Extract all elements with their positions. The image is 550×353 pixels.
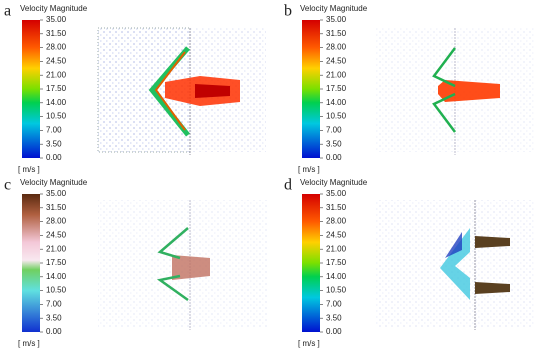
colorbar-tick-label: 21.00 [46, 70, 67, 79]
colorbar-unit: [ m/s ] [298, 165, 320, 174]
panel: a Velocity Magnitude 35.00 31.50 28.00 24.50 2… [4, 3, 88, 174]
colorbar-tick-label: 0.00 [326, 327, 342, 336]
colorbar-tick-label: 10.50 [46, 286, 67, 295]
panel-label: b [284, 3, 292, 20]
colorbar-tick-label: 7.00 [326, 126, 342, 135]
colorbar-tick-label: 3.50 [46, 139, 62, 148]
panel: d Velocity Magnitude 35.00 31.50 28.00 24.50 2… [284, 177, 368, 348]
colorbar-tick-label: 17.50 [326, 84, 347, 93]
colorbar-tick-label: 28.00 [46, 43, 67, 52]
colorbar-title: Velocity Magnitude [20, 4, 88, 13]
colorbar-tick-label: 35.00 [326, 189, 347, 198]
colorbar-tick-label: 24.50 [46, 57, 67, 66]
colorbar-tick-label: 31.50 [46, 203, 67, 212]
colorbar-tick-label: 10.50 [326, 286, 347, 295]
panel-label: a [4, 3, 11, 20]
colorbar-tick-label: 21.00 [46, 244, 67, 253]
colorbar-tick-label: 28.00 [46, 217, 67, 226]
colorbar-title: Velocity Magnitude [300, 178, 368, 187]
colorbar-tick-label: 17.50 [46, 84, 67, 93]
colorbar-title: Velocity Magnitude [300, 4, 368, 13]
flow-field [97, 27, 266, 155]
colorbar-tick-label: 35.00 [46, 15, 67, 24]
colorbar [22, 20, 40, 158]
colorbar-tick-label: 10.50 [46, 112, 67, 121]
colorbar-tick-label: 31.50 [46, 29, 67, 38]
colorbar-tick-label: 28.00 [326, 217, 347, 226]
colorbar-tick-label: 28.00 [326, 43, 347, 52]
colorbar-tick-label: 14.00 [46, 98, 67, 107]
colorbar-tick-label: 0.00 [46, 153, 62, 162]
colorbar-tick-label: 7.00 [46, 126, 62, 135]
colorbar-tick-label: 14.00 [326, 272, 347, 281]
colorbar-tick-label: 35.00 [46, 189, 67, 198]
colorbar-tick-label: 24.50 [326, 57, 347, 66]
colorbar-tick-label: 3.50 [326, 139, 342, 148]
colorbar-tick-label: 0.00 [46, 327, 62, 336]
colorbar-tick-label: 31.50 [326, 203, 347, 212]
colorbar-tick-label: 14.00 [326, 98, 347, 107]
colorbar [302, 194, 320, 332]
colorbar-title: Velocity Magnitude [20, 178, 88, 187]
colorbar [302, 20, 320, 158]
colorbar-tick-label: 14.00 [46, 272, 67, 281]
colorbar-tick-label: 3.50 [326, 313, 342, 322]
flow-field [375, 200, 535, 330]
colorbar-tick-label: 7.00 [46, 300, 62, 309]
colorbar-tick-label: 21.00 [326, 70, 347, 79]
colorbar-tick-label: 7.00 [326, 300, 342, 309]
colorbar-tick-label: 24.50 [326, 231, 347, 240]
panel: b Velocity Magnitude 35.00 31.50 28.00 24.50 2… [284, 3, 368, 174]
panel: c Velocity Magnitude 35.00 31.50 28.00 24.50 2… [4, 177, 88, 348]
colorbar-tick-label: 17.50 [326, 258, 347, 267]
colorbar-unit: [ m/s ] [18, 339, 40, 348]
colorbar-tick-label: 3.50 [46, 313, 62, 322]
colorbar-tick-label: 17.50 [46, 258, 67, 267]
panel-label: d [284, 177, 292, 194]
colorbar-tick-label: 24.50 [46, 231, 67, 240]
colorbar-tick-label: 35.00 [326, 15, 347, 24]
colorbar [22, 194, 40, 332]
panel-label: c [4, 177, 11, 194]
flow-field [375, 28, 535, 155]
colorbar-tick-label: 21.00 [326, 244, 347, 253]
colorbar-tick-label: 10.50 [326, 112, 347, 121]
flow-field [98, 200, 268, 330]
colorbar-unit: [ m/s ] [298, 339, 320, 348]
colorbar-tick-label: 31.50 [326, 29, 347, 38]
colorbar-unit: [ m/s ] [18, 165, 40, 174]
colorbar-tick-label: 0.00 [326, 153, 342, 162]
